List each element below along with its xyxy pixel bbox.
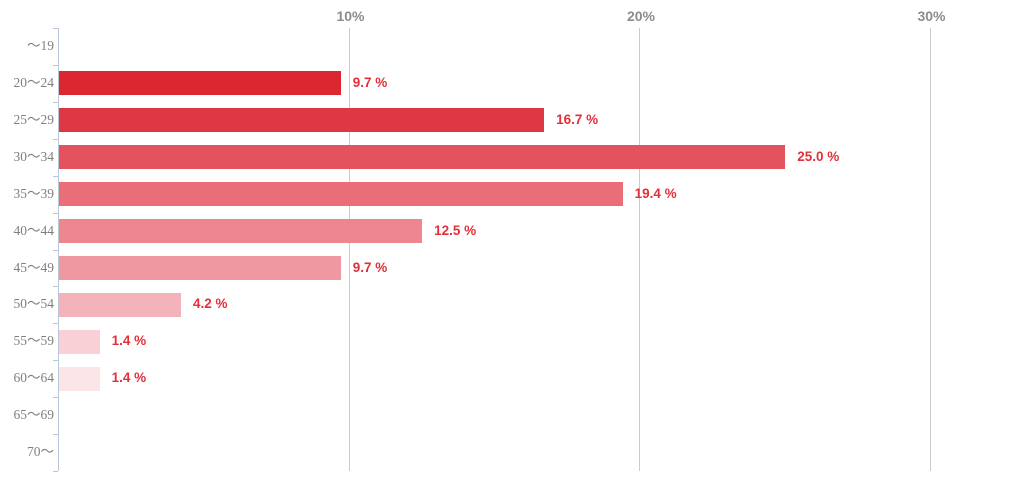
y-axis-label: 55〜59 xyxy=(13,333,55,349)
value-label: 9.7 % xyxy=(352,259,388,275)
value-label: 16.7 % xyxy=(556,111,599,127)
y-axis-label: 25〜29 xyxy=(13,111,55,127)
y-axis-tick xyxy=(53,28,58,29)
x-gridline xyxy=(348,28,350,471)
y-axis-tick xyxy=(53,249,58,251)
y-axis-label: 50〜54 xyxy=(13,296,55,312)
y-axis-tick xyxy=(53,212,58,214)
y-axis-label: 45〜49 xyxy=(13,259,55,275)
x-axis-tick-label: 20% xyxy=(626,8,656,24)
x-axis-tick-label: 30% xyxy=(917,8,946,24)
y-axis-tick xyxy=(53,397,58,399)
value-label: 12.5 % xyxy=(434,222,477,238)
y-axis-tick xyxy=(53,101,58,103)
y-axis-tick xyxy=(53,360,58,362)
y-axis-tick xyxy=(53,138,58,140)
y-axis-label: 20〜24 xyxy=(13,74,55,90)
x-gridline xyxy=(639,28,640,471)
y-axis-label: 30〜34 xyxy=(13,148,55,164)
bar xyxy=(59,182,623,207)
bar xyxy=(59,145,786,170)
y-axis-label: 65〜69 xyxy=(13,407,55,423)
y-axis-label: 70〜 xyxy=(27,444,54,460)
value-label: 1.4 % xyxy=(111,370,147,386)
y-axis-label: 40〜44 xyxy=(13,222,55,238)
x-axis-tick-label: 10% xyxy=(336,8,365,24)
y-axis-tick xyxy=(53,323,58,325)
value-label: 19.4 % xyxy=(634,185,677,201)
bar xyxy=(59,292,181,317)
bar xyxy=(59,71,341,96)
y-axis-tick xyxy=(53,64,58,66)
value-label: 9.7 % xyxy=(352,74,388,90)
bar xyxy=(59,219,423,244)
x-gridline xyxy=(929,28,931,471)
y-axis-label: 60〜64 xyxy=(13,370,55,386)
y-axis-tick xyxy=(53,471,58,472)
bar xyxy=(59,366,100,391)
y-axis-tick xyxy=(53,286,58,288)
bar xyxy=(59,255,341,280)
y-axis-tick xyxy=(53,175,58,177)
bar xyxy=(59,329,100,354)
y-axis-tick xyxy=(53,434,58,436)
y-axis-label: 35〜39 xyxy=(13,185,55,201)
value-label: 1.4 % xyxy=(111,333,147,349)
value-label: 4.2 % xyxy=(193,296,228,312)
y-axis-label: 〜19 xyxy=(27,38,54,53)
y-axis-line xyxy=(58,28,59,471)
bar xyxy=(59,108,545,133)
value-label: 25.0 % xyxy=(797,148,840,164)
